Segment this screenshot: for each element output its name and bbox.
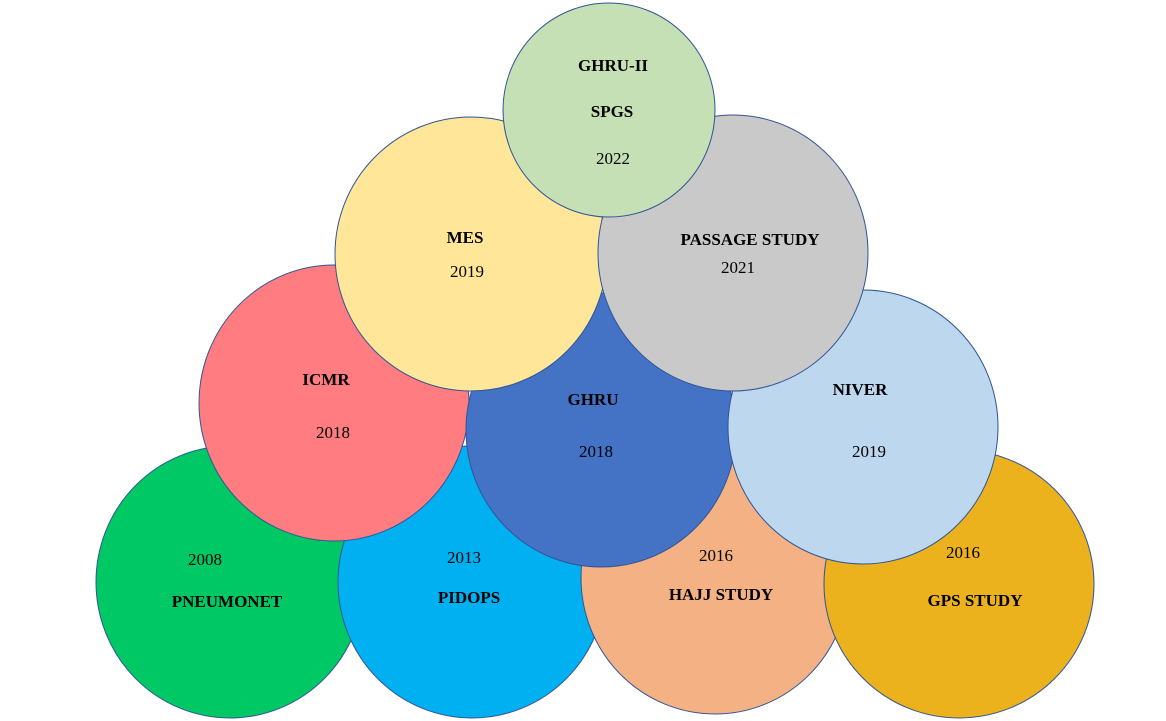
- circle-gps-study-year: 2016: [946, 543, 980, 562]
- circle-passage-study-year: 2021: [721, 258, 755, 277]
- circle-pidops-year: 2013: [447, 548, 481, 567]
- circle-pneumonet-name: PNEUMONET: [172, 592, 283, 611]
- circle-gps-study-name: GPS STUDY: [928, 591, 1023, 610]
- circle-ghru-year: 2018: [579, 442, 613, 461]
- circle-ghru-ii-shape: [502, 2, 716, 218]
- circle-ghru-ii-subname: SPGS: [591, 102, 634, 121]
- circle-mes-name: MES: [447, 228, 484, 247]
- circle-hajj-study-name: HAJJ STUDY: [669, 585, 773, 604]
- circle-niver-year: 2019: [852, 442, 886, 461]
- circle-icmr-name: ICMR: [302, 370, 350, 389]
- circle-mes-year: 2019: [450, 262, 484, 281]
- circle-ghru-ii-year: 2022: [596, 149, 630, 168]
- circle-niver-name: NIVER: [833, 380, 889, 399]
- circle-pneumonet-year: 2008: [188, 550, 222, 569]
- circle-ghru-name: GHRU: [568, 390, 619, 409]
- circle-icmr-year: 2018: [316, 423, 350, 442]
- circle-ghru-ii-name: GHRU-II: [578, 56, 648, 75]
- circle-pidops-name: PIDOPS: [438, 588, 500, 607]
- circle-passage-study-name: PASSAGE STUDY: [680, 230, 819, 249]
- circle-hajj-study-year: 2016: [699, 546, 733, 565]
- circle-ghru-ii: GHRU-II SPGS 2022: [502, 2, 716, 218]
